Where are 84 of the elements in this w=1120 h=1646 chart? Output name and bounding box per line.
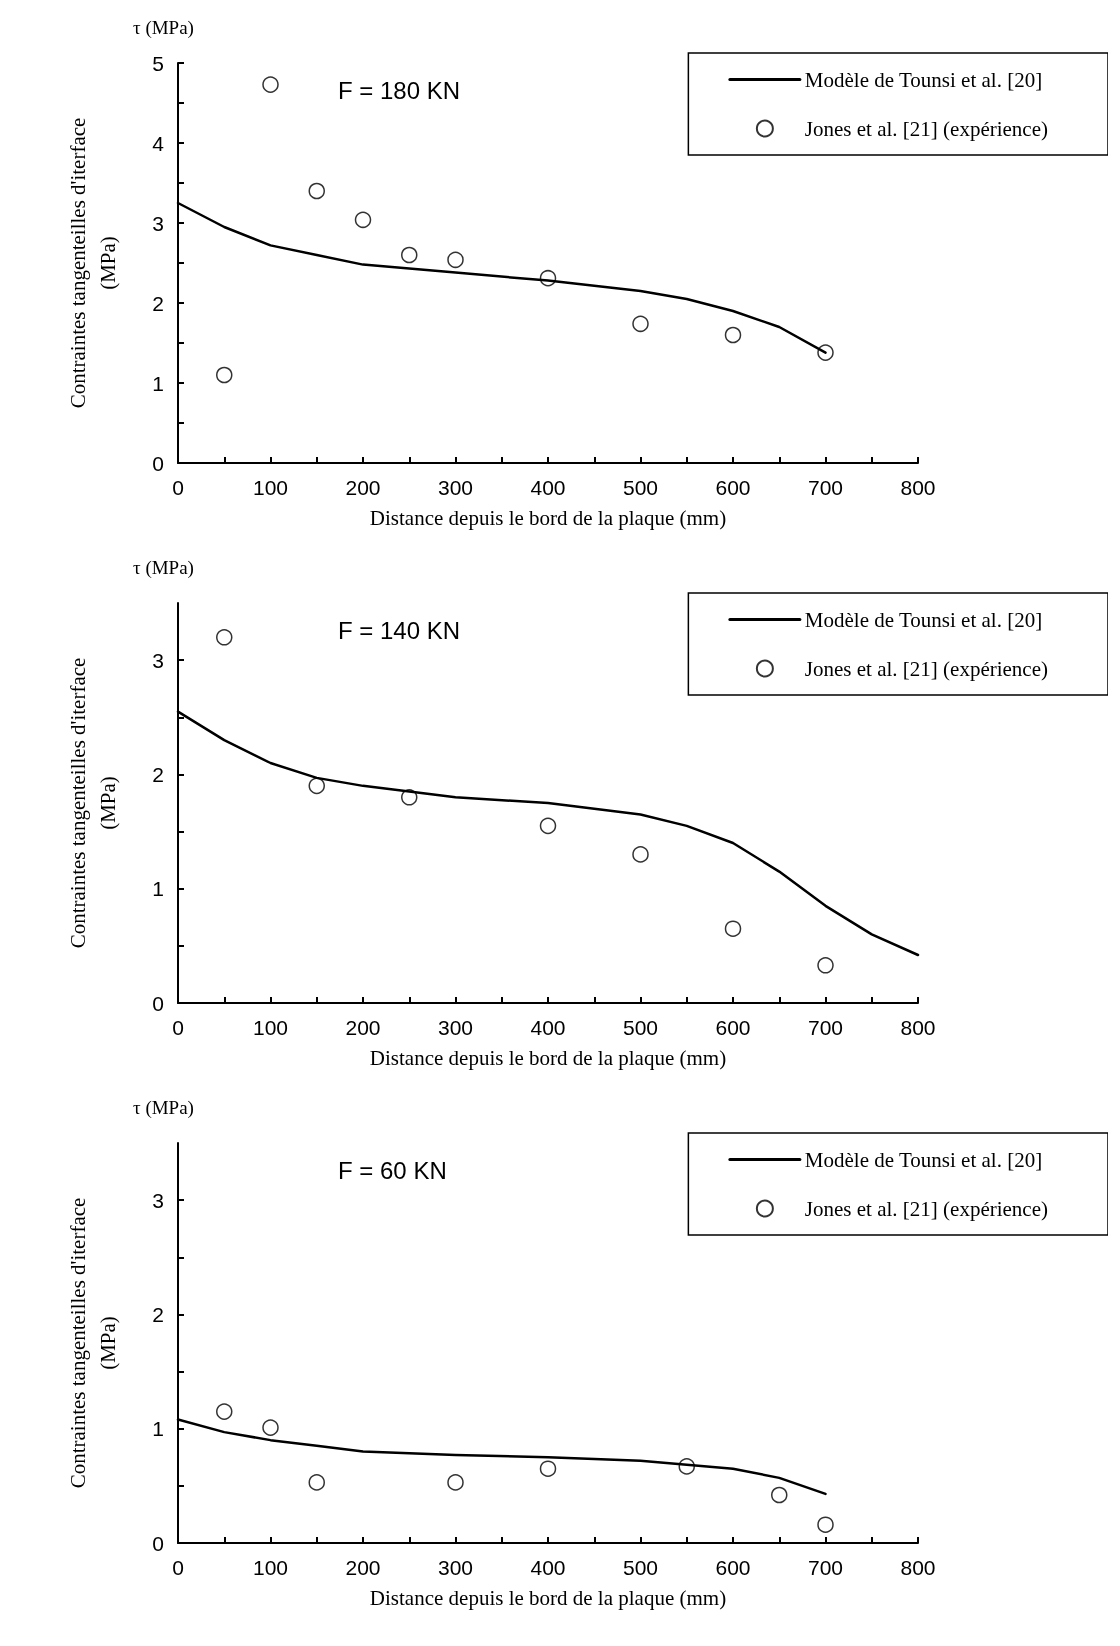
y-tick-label: 2 [152,1302,164,1326]
x-tick-label: 400 [530,1016,566,1039]
x-axis-title: Distance depuis le bord de la plaque (mm) [369,1585,727,1610]
legend-label: Jones et al. [21] (expérience) [804,116,1049,141]
x-tick-label: 300 [437,1556,474,1579]
x-axis-title: Distance depuis le bord de la plaque (mm) [369,505,727,530]
y-tick-label: 1 [152,371,164,395]
y-tick-label: 2 [152,762,164,786]
annotation: F = 60 KN [338,1156,447,1184]
annotation: F = 180 KN [338,76,461,104]
point [401,789,418,806]
x-tick-label: 0 [172,476,184,499]
point [262,76,279,93]
y-axis-title: Contraintes tangenteilles d'iterface (MPa) [66,657,120,949]
y-tick-label: 5 [152,51,164,75]
point [216,366,233,384]
x-tick-label: 100 [252,476,289,499]
y-axis-title: Contraintes tangenteilles d'iterface (MPa) [66,117,120,409]
legend-label: Modèle de Tounsi et al. [20] [804,67,1043,92]
y-tick-label: 0 [152,1531,164,1555]
y-tick-label: 2 [152,291,164,315]
y-axis-title: Contraintes tangenteilles d'iterface (MPa) [66,1197,120,1489]
x-tick-label: 500 [622,1016,659,1039]
x-tick-label: 200 [345,1556,381,1579]
y-tick-label: 1 [152,877,164,901]
legend-label: Jones et al. [21] (expérience) [804,1196,1049,1221]
annotation: F = 140 KN [338,616,461,644]
point [308,182,325,200]
y-tick-label: 0 [152,451,164,475]
legend-label: Jones et al. [21] (expérience) [804,656,1049,681]
point [308,777,325,795]
y-tick-label: 3 [152,211,164,235]
x-tick-label: 0 [172,1556,184,1579]
x-tick-label: 800 [900,1556,936,1579]
point [447,251,464,269]
x-tick-label: 500 [622,1556,659,1579]
point [817,957,834,974]
text: τ (MPa) [133,17,194,39]
x-tick-label: 500 [622,476,659,499]
point [447,1474,464,1491]
y-tick-label: 3 [152,1188,164,1212]
point [724,326,742,344]
x-tick-label: 200 [345,476,381,499]
x-tick-label: 600 [715,1016,751,1039]
point [539,269,557,287]
point [724,920,742,937]
x-tick-label: 300 [437,476,474,499]
point [262,1419,279,1436]
point [817,1516,834,1533]
x-tick-label: 0 [172,1016,184,1039]
x-tick-label: 700 [807,1016,844,1039]
point [539,1460,557,1477]
point [216,1403,233,1420]
x-tick-label: 100 [252,1016,289,1039]
y-tick-label: 4 [152,131,165,155]
x-tick-label: 800 [900,476,936,499]
point [308,1474,325,1491]
point [354,211,372,229]
legend-label: Modèle de Tounsi et al. [20] [804,607,1043,632]
x-tick-label: 600 [715,476,751,499]
y-tick-label: 3 [152,648,164,672]
x-tick-label: 600 [715,1556,751,1579]
point [632,846,649,863]
x-tick-label: 700 [807,476,844,499]
y-tick-label: 1 [152,1417,164,1441]
x-tick-label: 100 [252,1556,289,1579]
x-axis-title: Distance depuis le bord de la plaque (mm) [369,1045,727,1070]
x-tick-label: 300 [437,1016,474,1039]
point [817,344,834,361]
x-tick-label: 700 [807,1556,844,1579]
x-tick-label: 200 [345,1016,381,1039]
x-tick-label: 800 [900,1016,936,1039]
x-tick-label: 400 [530,1556,566,1579]
y-tick-label: 0 [152,991,164,1015]
legend-label: Modèle de Tounsi et al. [20] [804,1147,1043,1172]
text: τ (MPa) [133,557,194,579]
text: τ (MPa) [133,1097,194,1119]
point [401,246,418,264]
point [539,817,557,835]
point [632,315,649,333]
point [678,1458,695,1475]
point [216,629,233,646]
point [771,1486,788,1504]
x-tick-label: 400 [530,476,566,499]
